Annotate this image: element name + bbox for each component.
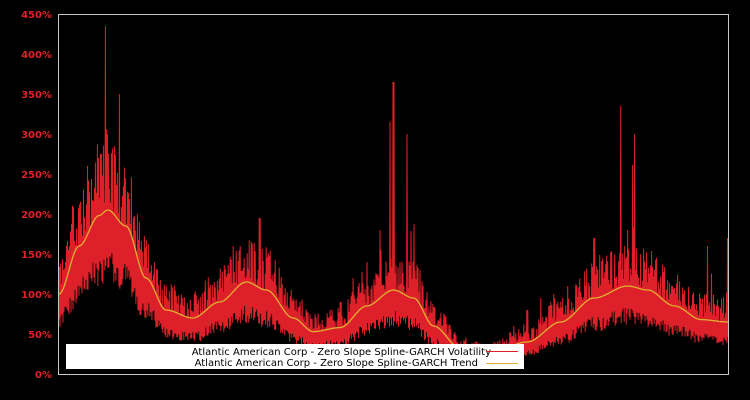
plot-area [58, 25, 729, 363]
y-tick-label: 350% [21, 90, 52, 101]
legend-label-volatility: Atlantic American Corp - Zero Slope Spli… [192, 347, 491, 358]
legend-label-trend: Atlantic American Corp - Zero Slope Spli… [195, 358, 478, 369]
y-axis-tick-labels: 0% 50% 100% 150% 200% 250% 300% 350% 400% 450% [21, 10, 52, 381]
y-tick-label: 100% [21, 290, 52, 301]
volatility-line [58, 25, 729, 363]
y-tick-label: 450% [21, 10, 52, 21]
volatility-series [58, 25, 729, 363]
legend: Atlantic American Corp - Zero Slope Spli… [66, 344, 524, 369]
y-tick-label: 150% [21, 250, 52, 261]
y-tick-label: 50% [28, 330, 52, 341]
y-tick-label: 300% [21, 130, 52, 141]
plot-frame [58, 14, 729, 375]
y-tick-label: 400% [21, 50, 52, 61]
y-tick-label: 0% [35, 370, 52, 381]
trend-series [58, 209, 728, 355]
y-tick-label: 250% [21, 170, 52, 181]
legend-box [66, 344, 524, 369]
y-tick-label: 200% [21, 210, 52, 221]
